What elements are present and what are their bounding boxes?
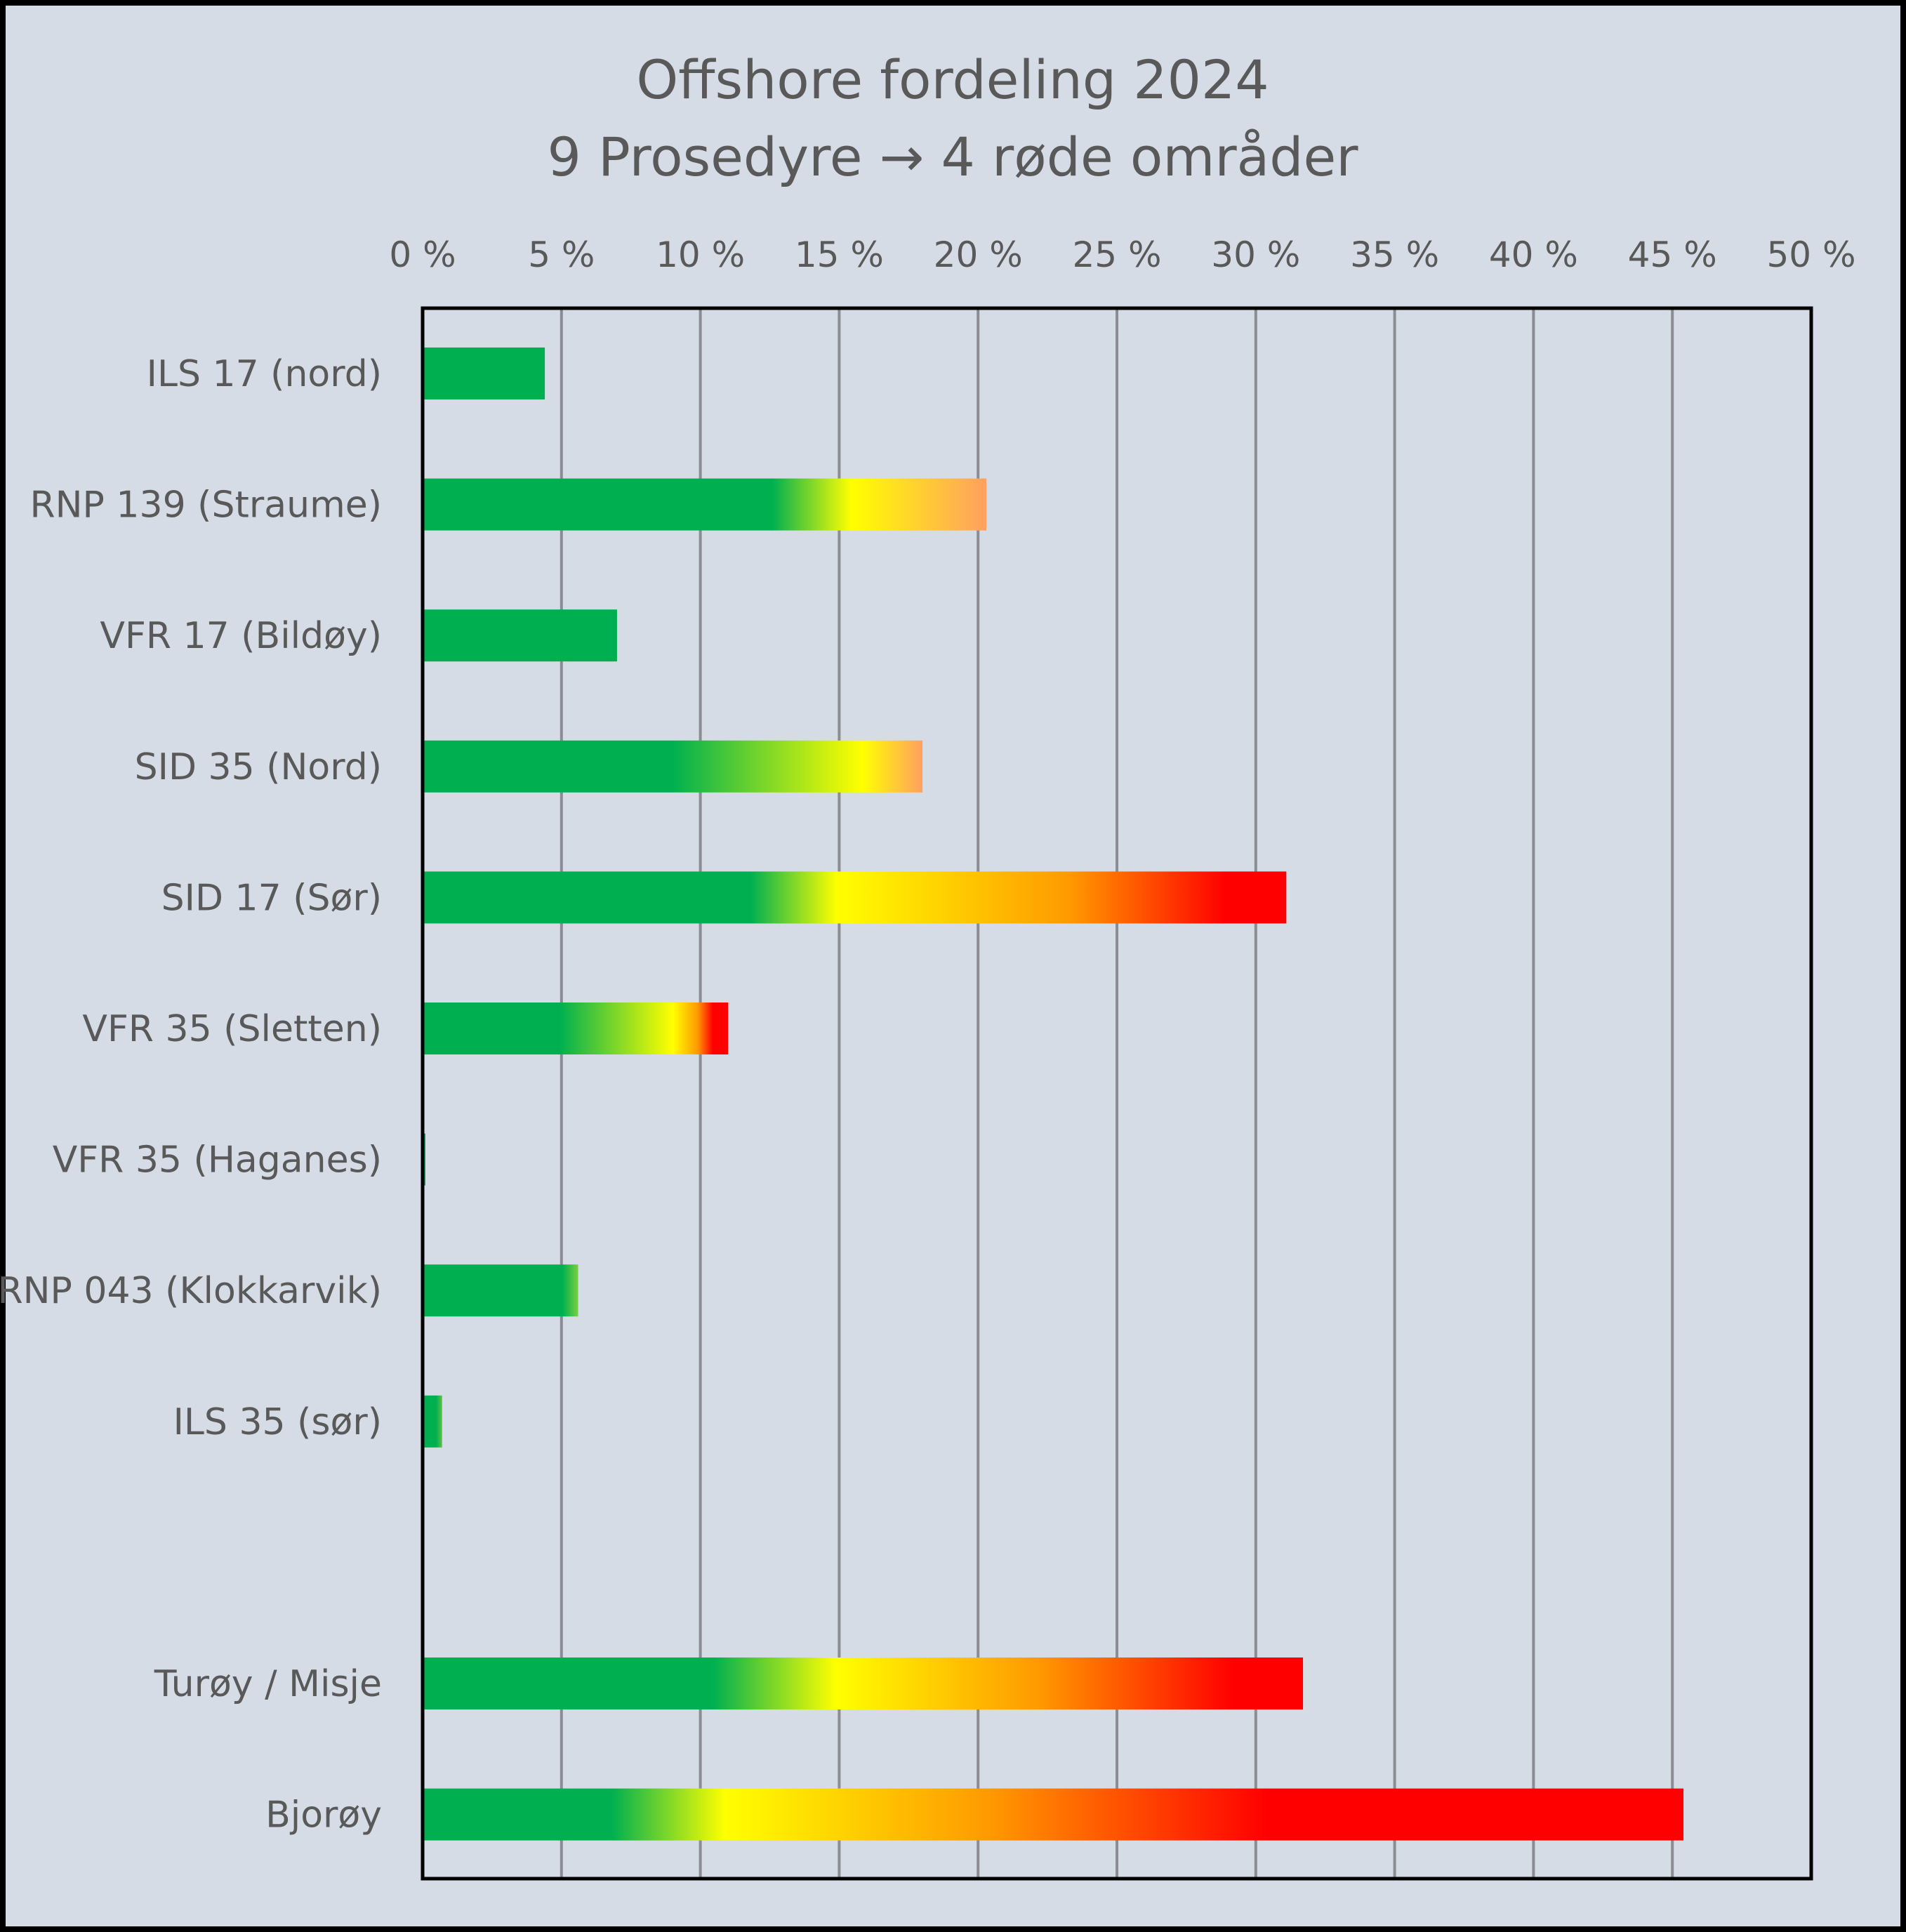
- category-label: VFR 35 (Sletten): [82, 1008, 382, 1050]
- category-label: VFR 17 (Bildøy): [100, 615, 382, 657]
- x-tick-label: 0 %: [389, 234, 456, 275]
- chart-title: Offshore fordeling 2024: [636, 48, 1269, 111]
- category-label: Turøy / Misje: [154, 1663, 382, 1705]
- bar: [423, 609, 617, 662]
- category-label: Bjorøy: [265, 1794, 382, 1837]
- bar: [423, 478, 987, 531]
- x-tick-label: 15 %: [795, 234, 884, 275]
- bar: [423, 1658, 1304, 1709]
- category-label: SID 35 (Nord): [135, 746, 382, 788]
- x-tick-label: 50 %: [1766, 234, 1855, 275]
- x-tick-label: 20 %: [934, 234, 1023, 275]
- bar: [423, 1395, 442, 1448]
- x-tick-label: 10 %: [656, 234, 745, 275]
- bar: [423, 740, 923, 793]
- bar: [423, 348, 545, 399]
- x-tick-label: 5 %: [528, 234, 595, 275]
- x-tick-label: 45 %: [1628, 234, 1717, 275]
- category-label: VFR 35 (Haganes): [53, 1139, 382, 1182]
- category-label: RNP 043 (Klokkarvik): [0, 1270, 382, 1312]
- x-tick-label: 25 %: [1072, 234, 1161, 275]
- bar: [423, 1264, 578, 1317]
- chart-subtitle: 9 Prosedyre → 4 røde områder: [548, 126, 1359, 188]
- category-label: SID 17 (Sør): [161, 877, 382, 919]
- x-tick-label: 35 %: [1350, 234, 1439, 275]
- category-label: ILS 35 (sør): [173, 1401, 382, 1443]
- bar: [423, 1003, 729, 1054]
- category-label: RNP 139 (Straume): [29, 484, 382, 527]
- bar: [423, 1788, 1684, 1841]
- x-tick-label: 30 %: [1211, 234, 1300, 275]
- plot-area-border: [421, 306, 1813, 1881]
- x-tick-label: 40 %: [1489, 234, 1578, 275]
- bar: [423, 871, 1287, 924]
- category-label: ILS 17 (nord): [147, 353, 382, 395]
